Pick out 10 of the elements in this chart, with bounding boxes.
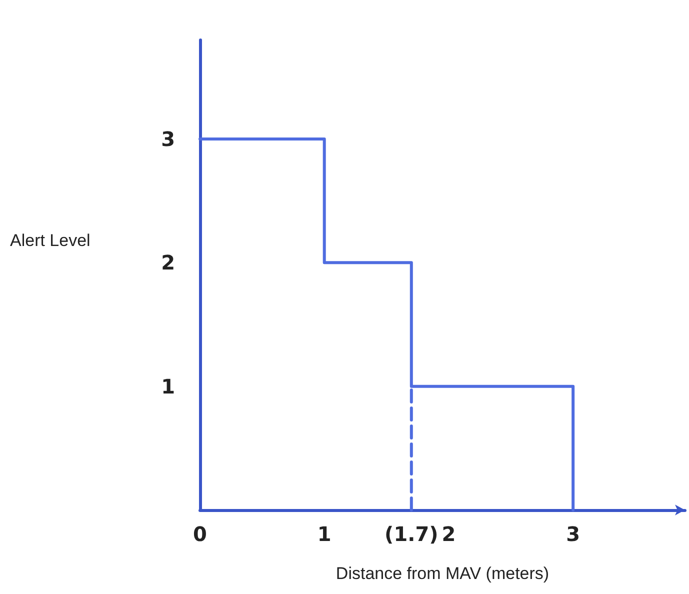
y-tick-label: 1	[161, 374, 175, 398]
x-tick-label: 0	[193, 522, 207, 546]
y-tick-label: 3	[161, 126, 175, 151]
x-tick-label: 2	[442, 522, 456, 546]
y-tick-label: 2	[161, 250, 175, 275]
x-tick-label: 1	[317, 522, 332, 546]
x-tick-label: (1.7)	[384, 522, 438, 546]
x-tick-label: 3	[566, 522, 580, 546]
x-axis-title: Distance from MAV (meters)	[336, 564, 550, 583]
y-axis-title: Alert Level	[10, 231, 90, 250]
